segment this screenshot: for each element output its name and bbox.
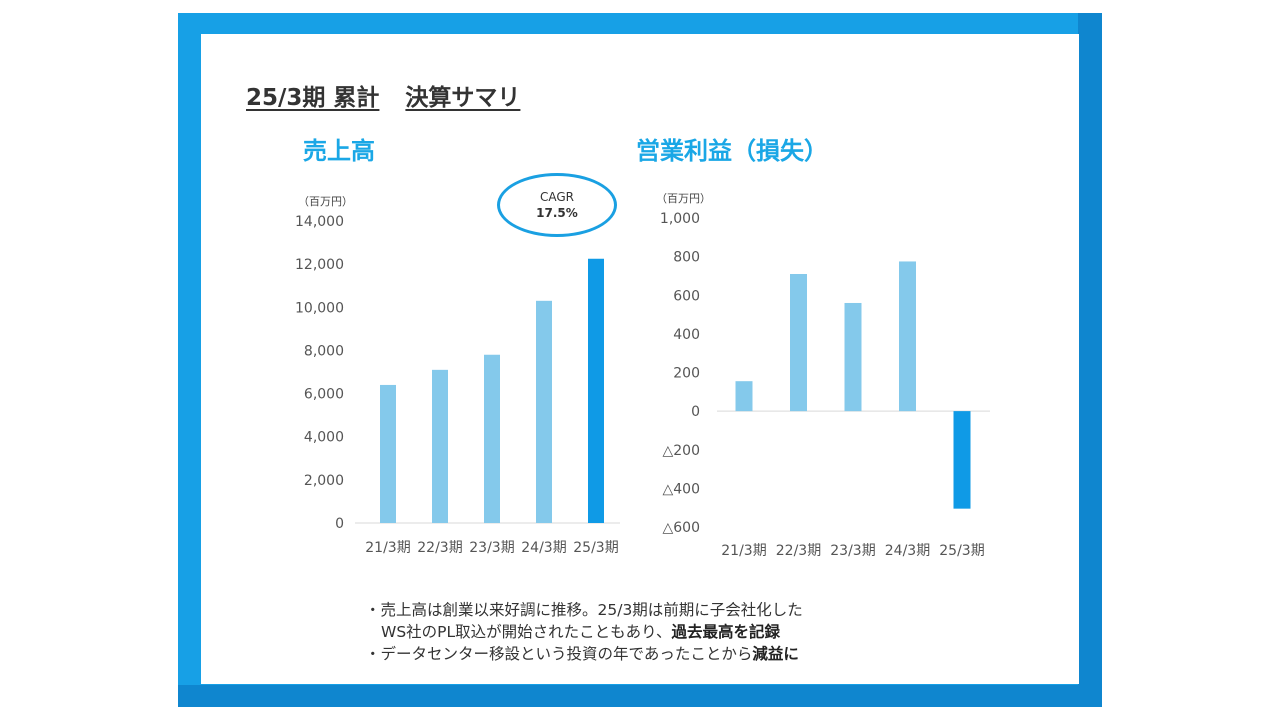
page-title: 25/3期 累計 決算サマリ (246, 78, 520, 112)
note-line-2-text: WS社のPL取込が開始されたこともあり、 (381, 623, 672, 641)
summary-notes: ・売上高は創業以来好調に推移。25/3期は前期に子会社化した WS社のPL取込が… (365, 599, 803, 665)
title-summary: 決算サマリ (405, 85, 521, 111)
cagr-label: CAGR (539, 190, 574, 204)
note-line-2: WS社のPL取込が開始されたこともあり、過去最高を記録 (365, 621, 803, 643)
operating-profit-chart-title: 営業利益（損失） (636, 137, 828, 165)
revenue-chart-title: 売上高 (303, 137, 375, 165)
slide-canvas (201, 34, 1079, 684)
note-line-3-emphasis: 減益に (752, 645, 799, 663)
title-period: 25/3期 累計 (246, 85, 380, 111)
cagr-callout: CAGR 17.5% (497, 173, 617, 237)
note-line-3: ・データセンター移設という投資の年であったことから減益に (365, 643, 803, 665)
note-line-2-emphasis: 過去最高を記録 (671, 623, 781, 641)
note-line-3-text: ・データセンター移設という投資の年であったことから (365, 645, 753, 663)
note-line-1: ・売上高は創業以来好調に推移。25/3期は前期に子会社化した (365, 601, 803, 619)
cagr-value: 17.5% (536, 206, 578, 220)
